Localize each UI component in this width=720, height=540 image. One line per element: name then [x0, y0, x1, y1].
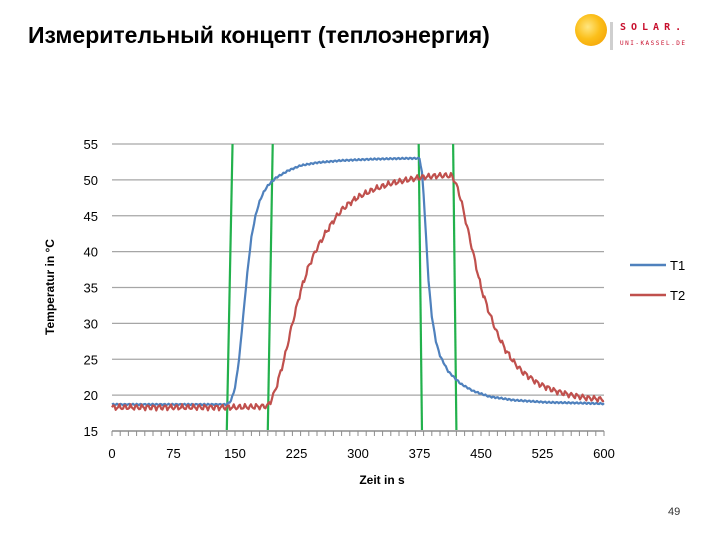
- y-tick-label: 15: [84, 424, 98, 439]
- series-line-t2: [111, 171, 605, 412]
- tick-labels: 15 20 25 30 35 40 45 50 55 0 75 150 225 300 375 450 525 6…: [84, 137, 615, 461]
- phase-marker-3: [417, 143, 424, 431]
- y-tick-label: 25: [84, 352, 98, 367]
- legend-label-t1: T1: [670, 258, 685, 273]
- solar-logo: SOLAR. UNI-KASSEL.DE: [570, 8, 710, 58]
- y-tick-label: 45: [84, 209, 98, 224]
- phase-marker-1: [225, 143, 234, 431]
- x-tick-label: 375: [409, 446, 431, 461]
- logo-wordmark: SOLAR.: [620, 22, 687, 33]
- series-lines: [111, 156, 605, 412]
- slide-title: Измерительный концепт (теплоэнергия): [28, 22, 490, 48]
- x-axis-title: Zeit in s: [359, 473, 405, 487]
- x-tick-label: 0: [108, 446, 115, 461]
- y-tick-label: 55: [84, 137, 98, 152]
- x-tick-label: 600: [593, 446, 615, 461]
- legend-label-t2: T2: [670, 288, 685, 303]
- y-tick-label: 30: [84, 316, 98, 331]
- sun-icon: [575, 14, 607, 46]
- y-tick-label: 50: [84, 173, 98, 188]
- phase-marker-4: [452, 143, 458, 431]
- axis-ticks: [111, 431, 605, 436]
- y-tick-label: 20: [84, 388, 98, 403]
- x-tick-label: 150: [224, 446, 246, 461]
- x-tick-label: 225: [286, 446, 308, 461]
- y-tick-label: 40: [84, 245, 98, 260]
- y-axis-title: Temperatur in °C: [43, 239, 57, 335]
- grid-lines: [112, 143, 604, 432]
- logo-divider: [610, 22, 613, 50]
- x-tick-label: 75: [166, 446, 180, 461]
- legend: T1 T2: [630, 258, 685, 303]
- phase-markers: [225, 143, 458, 431]
- x-tick-label: 300: [347, 446, 369, 461]
- page-number: 49: [668, 506, 681, 518]
- phase-marker-2: [266, 143, 274, 431]
- y-tick-label: 35: [84, 281, 98, 296]
- x-tick-label: 450: [470, 446, 492, 461]
- x-tick-label: 525: [532, 446, 554, 461]
- logo-subtitle: UNI-KASSEL.DE: [620, 40, 687, 47]
